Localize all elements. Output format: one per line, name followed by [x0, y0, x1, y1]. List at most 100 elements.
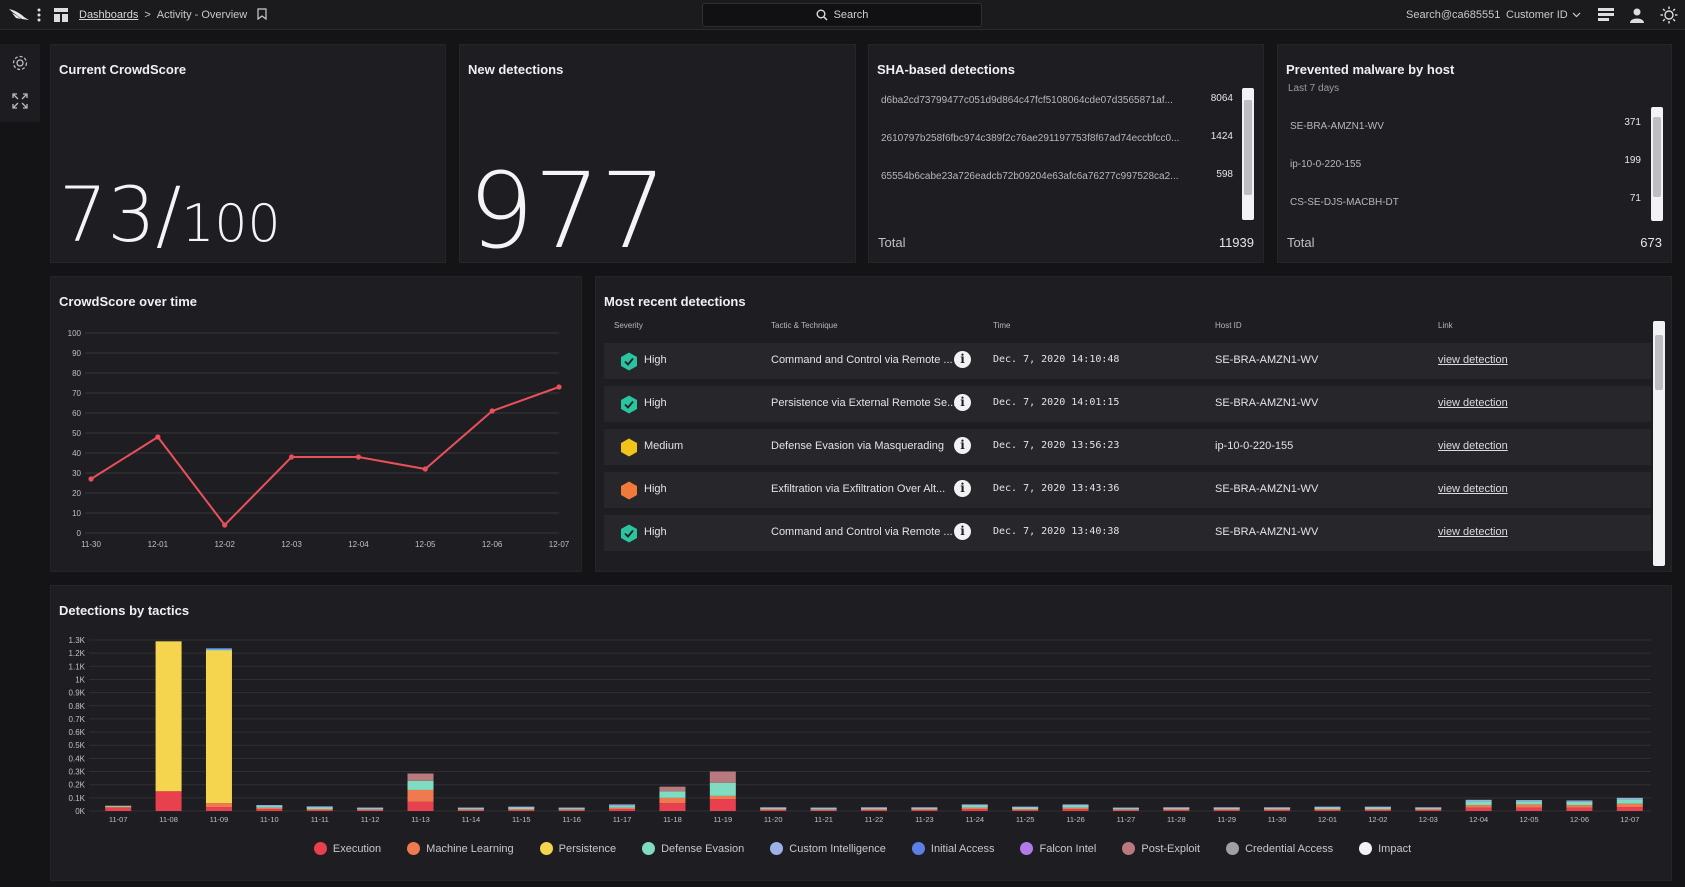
- bar-segment[interactable]: [810, 807, 837, 809]
- sha-hash[interactable]: 65554b6cabe23a726eadcb72b09204e63afc6a76…: [881, 171, 1179, 182]
- bar-segment[interactable]: [1012, 807, 1039, 810]
- bar-segment[interactable]: [256, 809, 283, 811]
- table-row[interactable]: High Command and Control via Remote ... i D…: [604, 343, 1651, 379]
- breadcrumb-dashboards-link[interactable]: Dashboards: [79, 9, 139, 21]
- bar-segment[interactable]: [1465, 805, 1492, 808]
- bar-segment[interactable]: [961, 809, 988, 811]
- falcon-logo-icon[interactable]: [8, 0, 30, 30]
- table-row[interactable]: Medium Defense Evasion via Masquerading i D…: [604, 429, 1651, 465]
- bar-segment[interactable]: [357, 809, 384, 811]
- bar-segment[interactable]: [961, 804, 988, 806]
- malware-scrollbar[interactable]: [1651, 107, 1663, 221]
- legend-item[interactable]: Machine Learning: [407, 842, 514, 855]
- bar-segment[interactable]: [659, 791, 686, 798]
- bar-segment[interactable]: [659, 803, 686, 811]
- bar-segment[interactable]: [911, 809, 938, 811]
- bar-segment[interactable]: [1264, 809, 1291, 811]
- legend-item[interactable]: Initial Access: [911, 842, 994, 855]
- bar-segment[interactable]: [1516, 807, 1543, 811]
- legend-item[interactable]: Defense Evasion: [642, 842, 744, 855]
- crowdscore-point[interactable]: [288, 454, 295, 460]
- bar-segment[interactable]: [810, 809, 837, 811]
- malware-host-name[interactable]: ip-10-0-220-155: [1290, 159, 1362, 170]
- bar-segment[interactable]: [407, 801, 434, 811]
- detections-scrollbar[interactable]: [1653, 321, 1665, 566]
- bar-segment[interactable]: [861, 807, 887, 810]
- bar-segment[interactable]: [1516, 804, 1543, 808]
- bar-segment[interactable]: [1364, 806, 1391, 808]
- bar-segment[interactable]: [105, 806, 132, 808]
- crowdscore-point[interactable]: [489, 408, 495, 414]
- bar-segment[interactable]: [1012, 809, 1039, 811]
- bar-segment[interactable]: [760, 807, 787, 809]
- bar-segment[interactable]: [1364, 809, 1391, 811]
- bar-segment[interactable]: [1566, 807, 1593, 811]
- bar-segment[interactable]: [1415, 807, 1442, 809]
- view-detection-link[interactable]: view detection: [1438, 397, 1508, 409]
- bar-segment[interactable]: [1213, 809, 1240, 811]
- bar-segment[interactable]: [205, 648, 232, 650]
- bar-segment[interactable]: [508, 809, 535, 811]
- bar-segment[interactable]: [1566, 805, 1593, 808]
- view-detection-link[interactable]: view detection: [1438, 440, 1508, 452]
- bar-segment[interactable]: [1163, 807, 1190, 809]
- bar-segment[interactable]: [1516, 800, 1543, 802]
- bar-segment[interactable]: [357, 807, 384, 809]
- bar-segment[interactable]: [1516, 801, 1543, 805]
- bar-segment[interactable]: [961, 807, 988, 810]
- bar-segment[interactable]: [357, 809, 384, 811]
- bar-segment[interactable]: [1062, 807, 1089, 810]
- bar-segment[interactable]: [1616, 807, 1643, 811]
- bar-segment[interactable]: [558, 809, 585, 811]
- bar-segment[interactable]: [1264, 807, 1291, 809]
- settings-gear-icon[interactable]: [0, 44, 40, 82]
- bar-segment[interactable]: [407, 773, 434, 781]
- col-header-tactic[interactable]: Tactic & Technique: [771, 321, 838, 330]
- malware-host-name[interactable]: CS-SE-DJS-MACBH-DT: [1290, 197, 1399, 208]
- bar-segment[interactable]: [407, 789, 434, 802]
- theme-toggle-icon[interactable]: [1660, 0, 1678, 30]
- bookmark-icon[interactable]: [257, 7, 267, 23]
- bar-segment[interactable]: [1314, 806, 1341, 808]
- bar-segment[interactable]: [861, 809, 887, 811]
- table-row[interactable]: High Persistence via External Remote Se..…: [604, 386, 1651, 422]
- bar-segment[interactable]: [205, 649, 232, 651]
- bar-segment[interactable]: [508, 807, 535, 810]
- bar-segment[interactable]: [961, 805, 988, 808]
- legend-item[interactable]: Execution: [313, 842, 381, 855]
- bar-segment[interactable]: [256, 805, 283, 808]
- bar-segment[interactable]: [306, 806, 333, 808]
- bar-segment[interactable]: [205, 807, 232, 811]
- bar-segment[interactable]: [1213, 807, 1240, 809]
- bar-segment[interactable]: [760, 809, 787, 811]
- bar-segment[interactable]: [1264, 809, 1291, 811]
- legend-item[interactable]: Custom Intelligence: [770, 842, 886, 855]
- bar-segment[interactable]: [709, 782, 736, 796]
- bar-segment[interactable]: [709, 795, 736, 800]
- table-row[interactable]: High Exfiltration via Exfiltration Over A…: [604, 472, 1651, 508]
- bar-segment[interactable]: [105, 805, 132, 807]
- legend-item[interactable]: Persistence: [539, 842, 616, 855]
- bar-segment[interactable]: [205, 650, 232, 804]
- bar-segment[interactable]: [1616, 803, 1643, 808]
- bar-segment[interactable]: [1465, 807, 1492, 811]
- legend-item[interactable]: Credential Access: [1226, 842, 1333, 855]
- bar-segment[interactable]: [709, 771, 736, 783]
- bar-segment[interactable]: [205, 803, 232, 808]
- view-detection-link[interactable]: view detection: [1438, 526, 1508, 538]
- crowdscore-point[interactable]: [155, 434, 161, 440]
- sha-hash[interactable]: d6ba2cd73799477c051d9d864c47fcf5108064cd…: [881, 95, 1173, 106]
- bar-segment[interactable]: [911, 809, 938, 811]
- bar-segment[interactable]: [1616, 799, 1643, 804]
- bar-segment[interactable]: [1465, 799, 1492, 802]
- bar-segment[interactable]: [609, 804, 636, 806]
- bar-segment[interactable]: [1012, 806, 1039, 808]
- fullscreen-expand-icon[interactable]: [0, 82, 40, 120]
- bar-segment[interactable]: [357, 807, 384, 810]
- bar-segment[interactable]: [558, 807, 585, 809]
- bar-segment[interactable]: [1112, 809, 1139, 811]
- info-icon[interactable]: i: [954, 437, 971, 454]
- crowdscore-point[interactable]: [88, 476, 94, 482]
- bar-segment[interactable]: [911, 807, 938, 809]
- bar-segment[interactable]: [306, 809, 333, 811]
